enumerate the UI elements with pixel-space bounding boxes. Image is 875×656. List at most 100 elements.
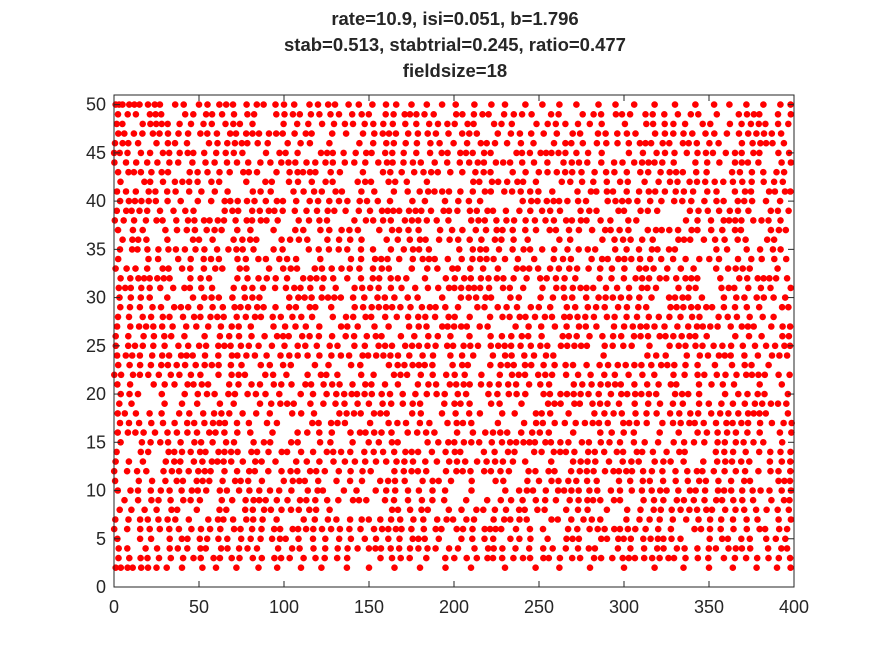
spike-dot — [499, 545, 506, 552]
spike-dot — [387, 168, 394, 176]
spike-dot — [668, 506, 675, 514]
spike-dot — [702, 130, 709, 137]
spike-dot — [566, 313, 574, 321]
spike-dot — [228, 496, 236, 504]
spike-dot — [124, 564, 131, 571]
spike-dot — [638, 361, 645, 369]
spike-dot — [597, 554, 605, 562]
spike-dot — [628, 467, 636, 475]
spike-dot — [194, 168, 201, 176]
spike-dot — [239, 458, 247, 465]
spike-dot — [661, 130, 669, 137]
spike-dot — [634, 197, 641, 205]
spike-dot — [343, 554, 351, 562]
spike-dot — [638, 284, 646, 292]
spike-dot — [544, 168, 551, 176]
spike-dot — [344, 197, 351, 205]
spike-dot — [746, 535, 754, 543]
spike-dot — [762, 535, 770, 543]
spike-dot — [578, 168, 585, 176]
spike-dot — [166, 159, 173, 166]
spike-dot — [457, 284, 465, 292]
spike-dot — [755, 120, 763, 128]
spike-dot — [713, 458, 721, 465]
spike-dot — [464, 120, 471, 128]
spike-dot — [453, 525, 461, 533]
spike-dot — [751, 342, 759, 350]
spike-dot — [367, 178, 375, 186]
spike-dot — [622, 361, 629, 369]
spike-dot — [429, 487, 436, 494]
spike-dot — [136, 535, 144, 543]
spike-dot — [623, 390, 631, 398]
spike-dot — [526, 554, 534, 562]
spike-dot — [149, 303, 156, 311]
spike-dot — [168, 506, 175, 514]
spike-dot — [345, 352, 353, 359]
spike-dot — [196, 496, 204, 504]
spike-dot — [387, 217, 395, 224]
spike-dot — [416, 188, 424, 195]
spike-dot — [458, 255, 466, 263]
spike-dot — [660, 535, 667, 543]
spike-dot — [329, 159, 337, 166]
spike-dot — [422, 458, 429, 465]
spike-dot — [515, 506, 523, 514]
spike-dot — [671, 149, 678, 157]
spike-dot — [760, 275, 767, 282]
spike-dot — [179, 554, 187, 562]
spike-dot — [658, 197, 665, 205]
spike-dot — [616, 226, 623, 234]
spike-dot — [745, 332, 753, 340]
spike-dot — [270, 246, 277, 253]
spike-dot — [707, 323, 714, 330]
spike-dot — [477, 246, 484, 253]
spike-dot — [693, 506, 701, 514]
spike-dot — [519, 178, 527, 186]
spike-dot — [502, 207, 510, 215]
spike-dot — [642, 139, 649, 147]
spike-dot — [257, 217, 265, 224]
spike-dot — [658, 226, 665, 234]
spike-dot — [306, 197, 314, 205]
spike-dot — [245, 342, 253, 350]
spike-dot — [250, 496, 257, 504]
spike-dot — [262, 371, 269, 379]
spike-dot — [230, 149, 238, 157]
spike-dot — [601, 371, 608, 379]
spike-dot — [510, 111, 518, 118]
spike-dot — [692, 284, 699, 292]
spike-dot — [454, 265, 462, 272]
spike-dot — [122, 188, 130, 195]
spike-dot — [383, 410, 391, 417]
spike-dot — [530, 352, 538, 359]
spike-dot — [590, 467, 597, 475]
spike-dot — [137, 554, 144, 562]
spike-dot — [447, 352, 454, 359]
spike-dot — [641, 178, 648, 186]
spike-dot — [734, 255, 742, 263]
spike-dot — [242, 313, 250, 321]
spike-dot — [253, 168, 261, 176]
spike-dot — [163, 188, 171, 195]
spike-dot — [527, 303, 535, 311]
spike-dot — [742, 448, 749, 456]
spike-dot — [631, 381, 638, 388]
spike-dot — [159, 265, 166, 272]
spike-dot — [228, 554, 235, 562]
spike-dot — [378, 429, 385, 436]
spike-dot — [530, 255, 538, 263]
spike-dot — [576, 467, 584, 475]
spike-dot — [126, 101, 133, 108]
spike-dot — [724, 265, 732, 272]
spike-dot — [432, 303, 439, 311]
spike-dot — [571, 400, 578, 408]
spike-dot — [531, 217, 539, 224]
spike-dot — [298, 313, 305, 321]
spike-dot — [139, 313, 146, 321]
spike-dot — [307, 111, 315, 118]
spike-dot — [231, 477, 239, 485]
spike-dot — [175, 525, 183, 533]
spike-dot — [275, 487, 283, 494]
spike-dot — [346, 516, 354, 523]
